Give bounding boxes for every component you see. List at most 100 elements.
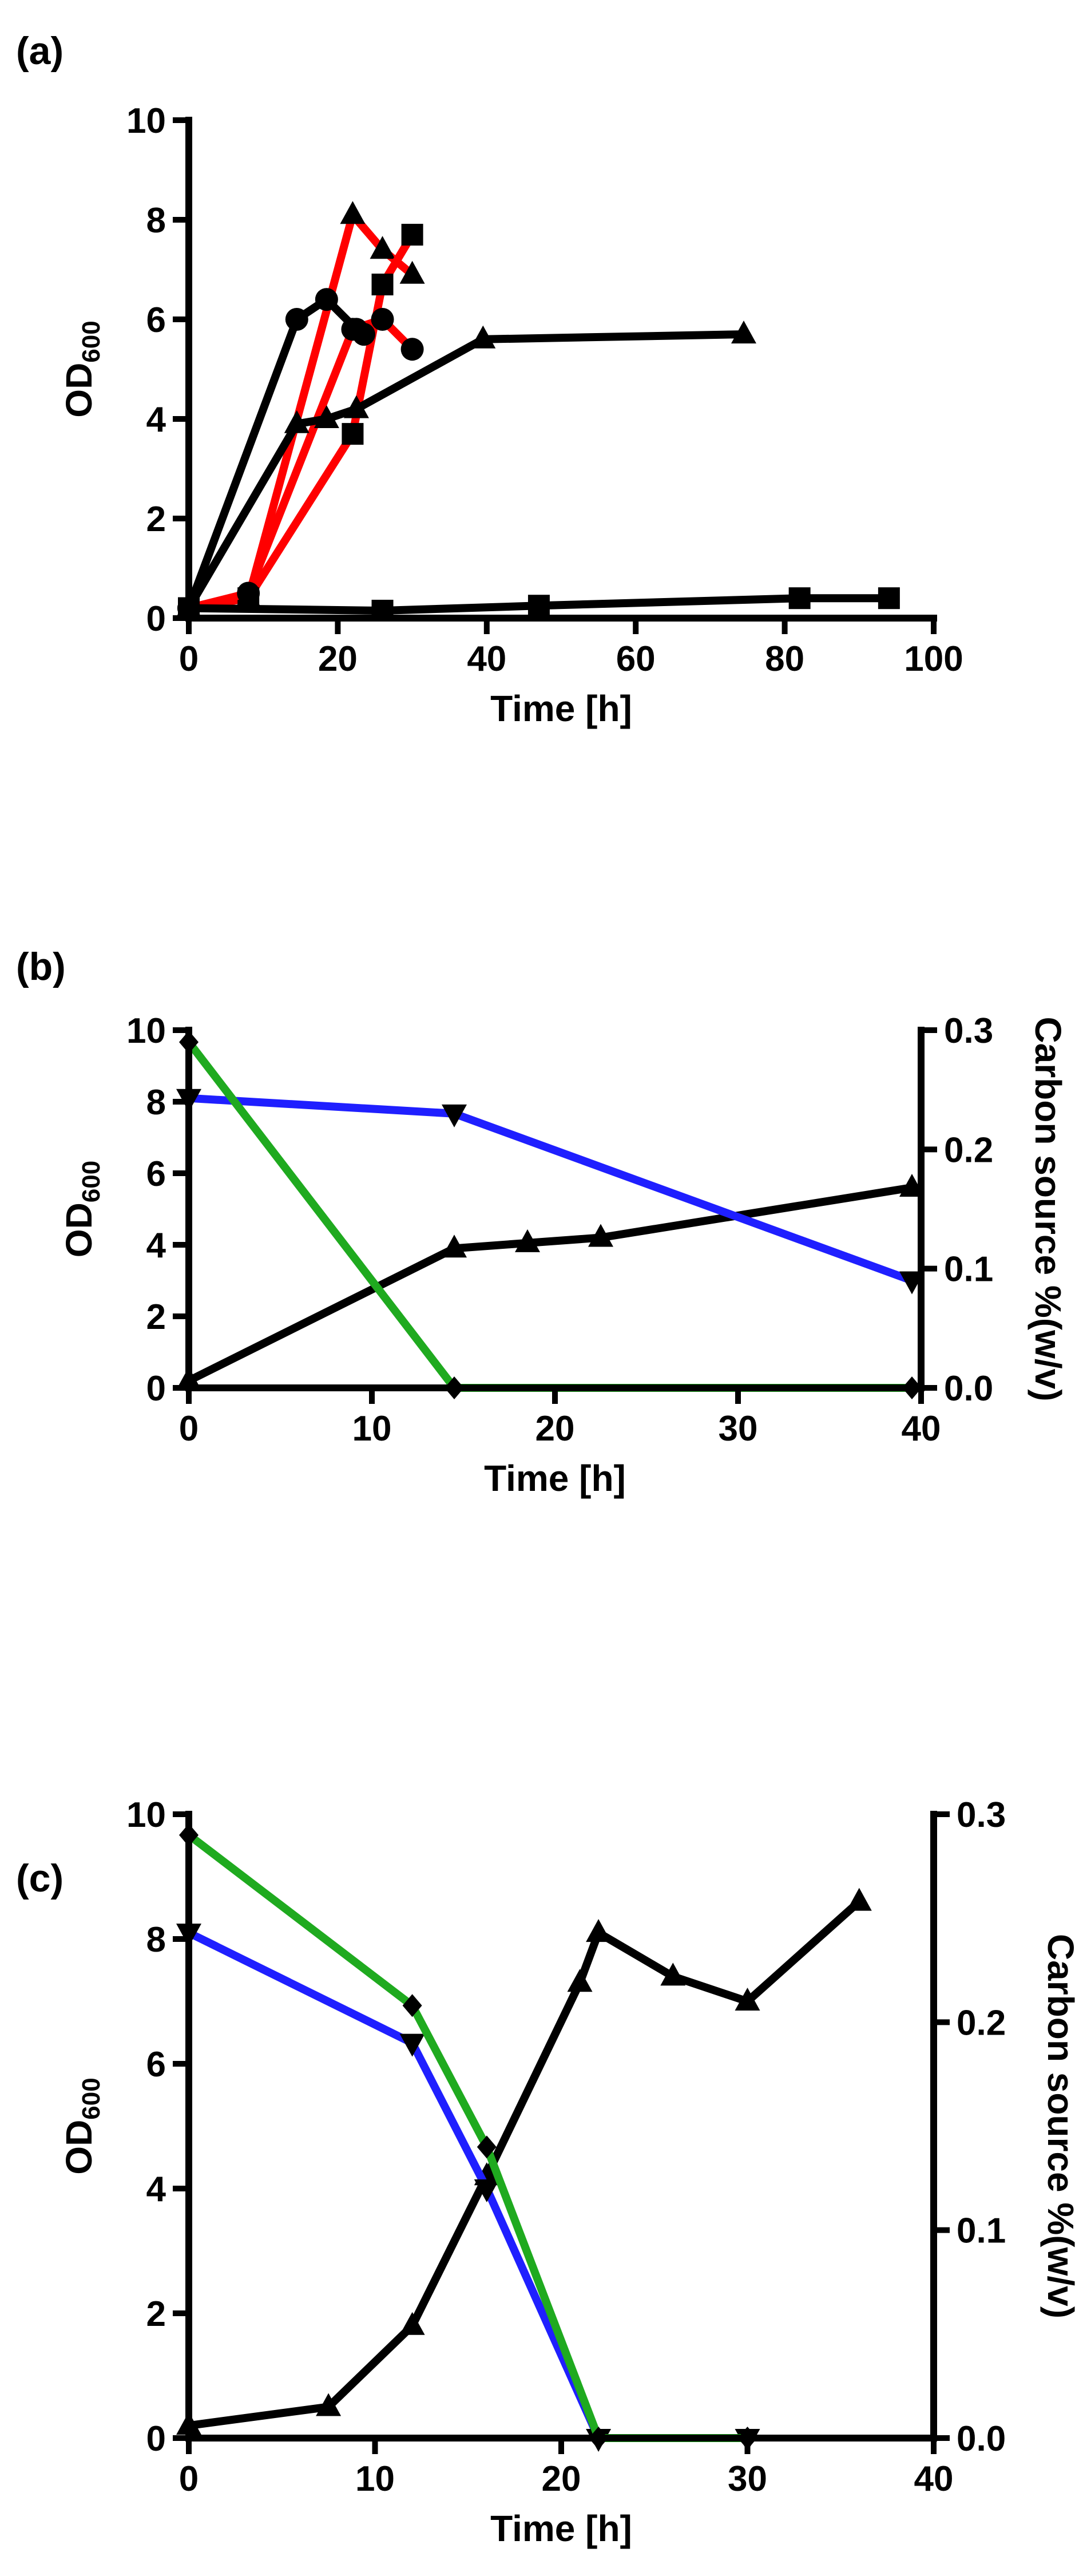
y2-tick-label: 0.1 <box>957 2211 1006 2251</box>
y-tick-label: 2 <box>146 1297 166 1337</box>
x-axis-title: Time [h] <box>490 2508 632 2549</box>
y-tick-label: 2 <box>146 500 166 539</box>
x-tick-label: 30 <box>719 1409 758 1449</box>
data-point <box>284 410 310 433</box>
y-tick-label: 8 <box>146 1920 166 1960</box>
data-point <box>442 1104 467 1127</box>
x-tick-label: 20 <box>542 2459 581 2499</box>
series-carbon-source-green <box>179 1030 922 1399</box>
y-tick-label: 8 <box>146 201 166 240</box>
y-tick-label: 10 <box>126 1011 166 1051</box>
y-axis-title-main: OD <box>58 363 100 418</box>
series-red-triangle <box>176 201 425 618</box>
data-point <box>371 274 394 296</box>
x-axis-title: Time [h] <box>490 688 632 729</box>
series-OD600 <box>176 1888 872 2435</box>
y-axis-title-subscript: 600 <box>77 2078 105 2119</box>
y-tick-label: 6 <box>146 1154 166 1194</box>
data-point <box>735 1988 760 2011</box>
series-line-carbon-source-green <box>185 1831 752 2442</box>
y-tick-label: 10 <box>126 101 166 141</box>
data-point <box>474 2179 499 2202</box>
x-tick-label: 60 <box>616 639 656 679</box>
panel-label: (b) <box>16 945 66 988</box>
data-point <box>588 1224 613 1247</box>
y-tick-label: 0 <box>146 2419 166 2459</box>
data-point <box>342 423 364 445</box>
data-point <box>527 595 550 617</box>
y2-tick-label: 0.2 <box>957 2003 1006 2043</box>
data-point <box>477 2135 497 2159</box>
series-line-black-triangle <box>185 330 748 612</box>
series-line-carbon-source-blue <box>185 1929 752 2442</box>
data-point <box>401 224 423 246</box>
series-carbon-source-blue <box>176 1089 925 1295</box>
chart-panel-3: (c) 0 10 20 30 40 0 2 4 6 8 10 0.0 0.1 0.2 0.3 Time [h] O… <box>16 1795 1081 2549</box>
x-tick-label: 40 <box>902 1409 941 1449</box>
panel-label: (c) <box>16 1857 64 1900</box>
panel-label: (a) <box>16 29 64 73</box>
x-tick-label: 40 <box>914 2459 954 2499</box>
x-axis-title: Time [h] <box>484 1458 626 1499</box>
data-point <box>402 1994 422 2017</box>
y2-tick-label: 0.2 <box>944 1130 993 1170</box>
x-tick-label: 30 <box>728 2459 767 2499</box>
data-point <box>442 1234 467 1258</box>
series-line-red-circle <box>185 315 416 612</box>
data-point <box>878 587 900 610</box>
data-point <box>399 2312 425 2335</box>
data-point <box>515 1229 540 1252</box>
data-point <box>340 201 366 224</box>
data-point <box>846 1888 872 1911</box>
series-red-circle <box>177 308 424 620</box>
chart-panel-1: (a) 0 20 40 60 80 100 0 2 4 6 8 10 Time [h] OD600 <box>16 29 963 729</box>
x-tick-label: 20 <box>535 1409 575 1449</box>
y-tick-label: 6 <box>146 2045 166 2084</box>
y-tick-label: 6 <box>146 300 166 340</box>
y-axis-title-main: OD <box>58 2120 100 2175</box>
y-axis-title-subscript: 600 <box>77 320 105 362</box>
data-point <box>285 308 308 331</box>
y-tick-label: 8 <box>146 1083 166 1122</box>
data-point <box>316 2393 342 2416</box>
y2-tick-label: 0.0 <box>944 1369 993 1408</box>
series-line-carbon-source-green <box>185 1038 916 1392</box>
x-tick-label: 40 <box>467 639 506 679</box>
series-black-square <box>178 587 900 622</box>
x-tick-label: 0 <box>179 2459 199 2499</box>
x-tick-label: 100 <box>904 639 963 679</box>
y2-tick-label: 0.1 <box>944 1250 993 1289</box>
y-tick-label: 10 <box>126 1795 166 1835</box>
data-point <box>314 405 339 428</box>
x-tick-label: 10 <box>355 2459 395 2499</box>
y-axis-title: OD600 <box>58 1161 105 1257</box>
x-tick-label: 10 <box>352 1409 392 1449</box>
data-point <box>731 320 756 344</box>
y-tick-label: 2 <box>146 2294 166 2334</box>
data-point <box>343 395 369 418</box>
data-point <box>352 323 375 346</box>
y-axis-title-subscript: 600 <box>77 1161 105 1202</box>
y-tick-label: 4 <box>146 400 166 440</box>
x-tick-label: 80 <box>765 639 804 679</box>
series-OD600 <box>176 1174 925 1390</box>
data-point <box>660 1962 686 1986</box>
y2-tick-label: 0.0 <box>957 2419 1006 2459</box>
x-tick-label: 0 <box>179 639 199 679</box>
y-axis-title-main: OD <box>58 1202 100 1257</box>
y-axis-title: OD600 <box>58 2078 105 2174</box>
y-tick-label: 4 <box>146 2170 166 2209</box>
data-point <box>370 236 395 259</box>
data-point <box>237 581 260 605</box>
x-tick-label: 0 <box>179 1409 199 1449</box>
y2-axis-title: Carbon source %(w/v) <box>1040 1934 1081 2318</box>
data-point <box>399 260 425 284</box>
y2-tick-label: 0.3 <box>957 1795 1006 1835</box>
data-point <box>400 338 424 361</box>
data-point <box>586 1919 612 1942</box>
series-carbon-source-blue <box>176 1924 760 2452</box>
x-tick-label: 20 <box>318 639 358 679</box>
y-tick-label: 0 <box>146 599 166 639</box>
series-carbon-source-green <box>179 1823 757 2450</box>
